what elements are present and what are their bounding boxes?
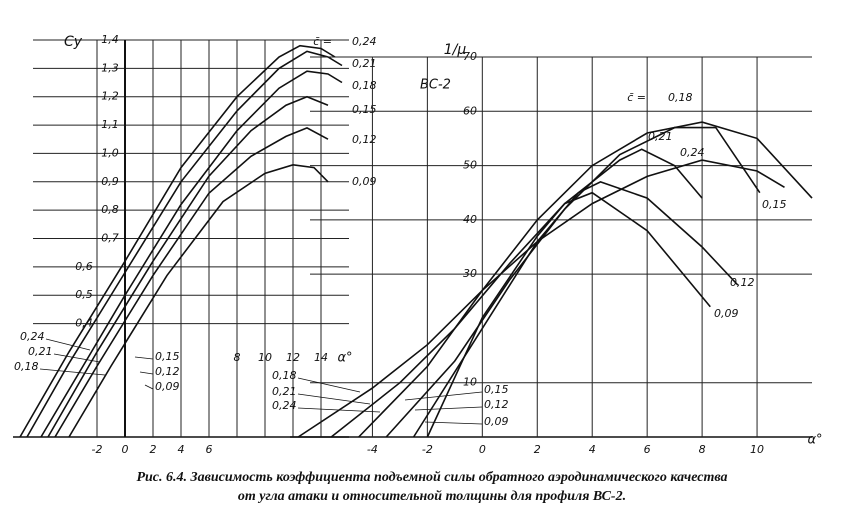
x-tick-label: 12 [286,351,300,364]
series-label: 0,15 [762,198,787,211]
curve [54,127,329,438]
y-tick-label: 60 [463,104,477,117]
leader-line [404,391,483,401]
x-tick-label: 6 [206,443,213,456]
series-label: 0,09 [714,307,739,320]
y-tick-label: 1,4 [101,33,119,46]
x-axis-label: α° [337,351,352,366]
leader-line [424,421,483,425]
x-tick-label: 0 [479,443,486,456]
series-label: 0,12 [155,365,180,378]
legend-prefix: c̄ = [313,35,332,48]
x-tick-label: 2 [534,443,541,456]
curve [330,148,703,438]
y-axis-label: 1/μ [444,42,467,58]
y-tick-label: 70 [463,50,477,63]
leader-line [139,371,154,375]
x-tick-label: 4 [589,443,596,456]
y-tick-label: 0,5 [75,288,93,301]
curve [385,126,761,438]
leader-line [297,393,371,405]
series-label: 0,15 [155,350,180,363]
caption-line: Рис. 6.4. Зависимость коэффициента подъе… [136,470,727,485]
y-tick-label: 1,3 [101,61,119,74]
curve [19,44,336,438]
series-label: 0,18 [272,369,297,382]
leader-line [134,356,154,360]
y-tick-label: 10 [463,376,477,389]
x-tick-label: -2 [422,443,433,456]
series-label: 0,24 [352,35,377,48]
y-axis-label: Cy [64,34,83,50]
curve [47,95,329,438]
caption-line: от угла атаки и относительной толщины дл… [238,489,626,504]
series-label: 0,18 [352,79,377,92]
y-tick-label: 30 [463,267,477,280]
series-label: 0,15 [352,103,377,116]
x-tick-label: 14 [314,351,328,364]
leader-line [39,368,106,376]
curve [426,191,711,438]
curve [40,70,343,438]
y-tick-label: 1,1 [101,118,119,131]
x-tick-label: 8 [699,443,706,456]
series-label: 0,21 [272,385,297,398]
x-tick-label: -2 [92,443,103,456]
curve [412,181,739,438]
x-tick-label: 8 [234,351,241,364]
y-tick-label: 50 [463,159,477,172]
y-tick-label: 1,0 [101,146,119,159]
y-tick-label: 0,9 [101,175,119,188]
leader-line [297,377,361,393]
x-tick-label: 10 [258,351,272,364]
y-tick-label: 0,7 [101,232,119,245]
y-tick-label: 0,8 [101,203,119,216]
leader-line [414,406,483,411]
x-tick-label: 4 [178,443,185,456]
series-label: 0,09 [155,380,180,393]
x-tick-label: -4 [367,443,378,456]
x-tick-label: 2 [150,443,157,456]
leader-line [45,338,91,351]
curve [26,50,343,438]
x-tick-label: 10 [750,443,764,456]
series-label: 0,18 [668,91,693,104]
annotation: ВС-2 [420,78,451,93]
series-label: 0,09 [352,175,377,188]
curve [297,159,785,438]
series-label: 0,21 [28,345,53,358]
curve [358,121,813,438]
series-label: 0,12 [352,133,377,146]
y-tick-label: 1,2 [101,90,119,103]
x-tick-label: 0 [122,443,129,456]
leader-line [144,384,154,390]
series-label: 0,24 [20,330,45,343]
series-label: 0,18 [14,360,39,373]
leader-line [297,407,381,413]
series-label: 0,15 [484,383,509,396]
series-label: 0,21 [352,57,377,70]
series-label: 0,12 [730,276,755,289]
curve [68,163,329,438]
series-label: 0,24 [272,399,297,412]
y-tick-label: 0,6 [75,260,93,273]
series-label: 0,24 [680,146,705,159]
series-label: 0,12 [484,398,509,411]
x-axis-label: α° [807,433,822,448]
x-tick-label: 6 [644,443,651,456]
series-label: 0,09 [484,415,509,428]
series-label: 0,21 [648,130,673,143]
y-tick-label: 40 [463,213,477,226]
legend-prefix: c̄ = [627,91,646,104]
